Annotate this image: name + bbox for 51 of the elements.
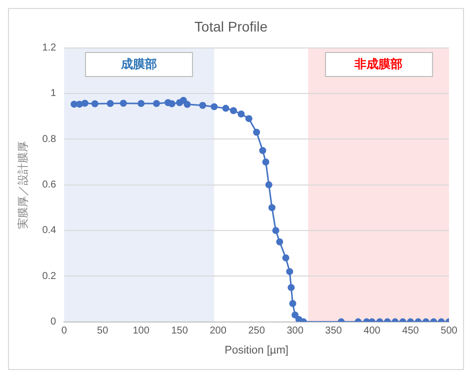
y-tick-label: 0.8 [42,134,57,145]
point [268,204,276,212]
point [282,254,290,262]
point [292,311,299,318]
point [210,103,218,110]
point [289,300,296,308]
point [106,100,114,108]
x-tick-label: 0 [61,326,68,337]
y-axis-title: 実膜厚／設計膜厚 [16,140,30,229]
label-box: 成膜部 [85,52,194,77]
point [91,100,98,108]
point [253,128,260,136]
x-tick-label: 500 [440,326,458,337]
y-tick-label: 1.2 [42,42,57,54]
point [199,102,206,109]
y-tick-label: 0.4 [42,225,57,236]
x-tick-label: 50 [97,326,109,337]
point [286,268,294,276]
y-tick-label: 0.2 [42,270,57,282]
x-tick-label: 450 [402,326,420,337]
label-box: 非成膜部 [324,52,433,77]
x-tick-label: 350 [325,326,342,337]
x-tick-label: 100 [132,326,150,337]
point [238,110,245,118]
point [276,238,284,246]
x-tick-label: 200 [210,326,227,337]
y-tick-label: 0 [50,316,57,328]
point [222,104,230,112]
x-tick-label: 150 [171,326,188,337]
x-tick-label: 300 [286,326,304,337]
band-label: 成膜部 [121,56,158,73]
point [245,115,252,122]
point [120,100,127,107]
band-label: 非成膜部 [354,56,403,73]
chart-title: Total Profile [194,18,268,34]
point [138,100,145,108]
point [152,100,160,108]
x-tick-label: 400 [364,326,381,337]
point [288,284,295,292]
point [168,100,176,108]
y-tick-label: 0.6 [42,180,57,191]
x-tick-label: 250 [248,326,266,337]
y-tick-label: 1 [50,88,57,100]
point [259,147,266,154]
point [230,107,237,114]
point [184,100,191,108]
x-axis-title: Position [µm] [224,344,288,356]
point [81,100,88,107]
point [265,181,272,188]
point [262,158,270,166]
point [272,226,280,234]
